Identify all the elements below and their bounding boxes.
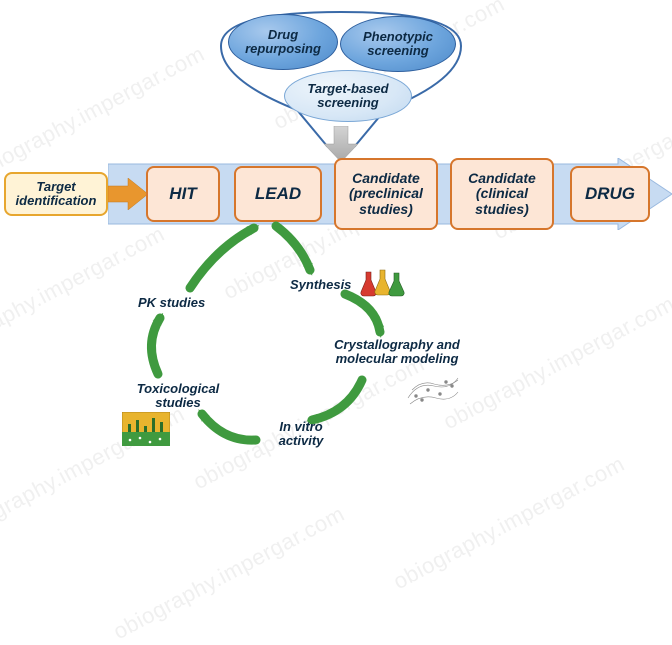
toxicological-icon bbox=[122, 412, 170, 451]
diagram-canvas: obiography.impergar.com obiography.imper… bbox=[0, 0, 672, 520]
cycle-arrow-tox_to_pk bbox=[151, 318, 160, 374]
cycle-arrow-pk_to_lead bbox=[190, 228, 254, 288]
cycle-label-synthesis: Synthesis bbox=[290, 278, 351, 292]
cycle-arrow-lead_to_synthesis bbox=[276, 226, 310, 270]
crystallography-icon bbox=[406, 370, 464, 415]
watermark: obiography.impergar.com bbox=[109, 501, 349, 645]
cycle-arrow-invitro_to_tox bbox=[202, 414, 256, 440]
synthesis-flasks-icon bbox=[360, 268, 410, 303]
cycle-label-in_vitro: In vitro activity bbox=[266, 420, 336, 449]
cycle-label-pk_studies: PK studies bbox=[138, 296, 205, 310]
cycle-arrow-crystal_to_invitro bbox=[312, 380, 362, 420]
cycle-label-toxicological: Toxicological studies bbox=[128, 382, 228, 411]
cycle-label-crystallography: Crystallography and molecular modeling bbox=[322, 338, 472, 367]
cycle-arrows bbox=[0, 0, 672, 520]
